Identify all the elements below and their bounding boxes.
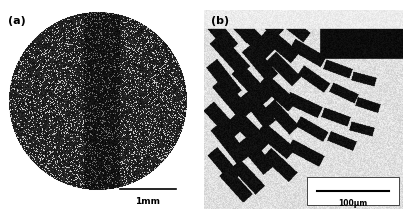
Text: (a): (a) <box>8 16 26 26</box>
Text: 100μm: 100μm <box>339 199 368 208</box>
Text: (b): (b) <box>212 16 230 26</box>
Bar <box>307 177 399 205</box>
Text: 1mm: 1mm <box>135 197 160 206</box>
